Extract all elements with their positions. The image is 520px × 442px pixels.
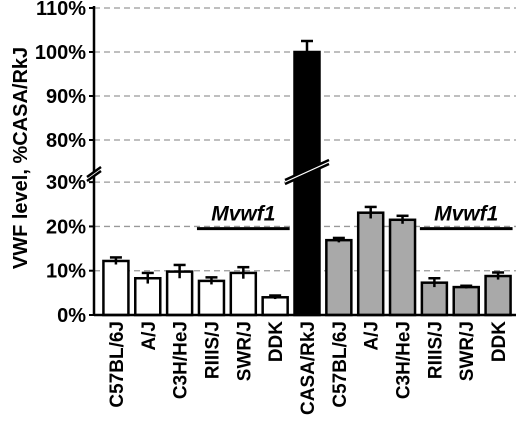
y-axis-label: VWF level, %CASA/RkJ (10, 47, 32, 269)
bar (229, 271, 258, 317)
x-tick-label: CASA/RkJ (298, 321, 319, 415)
x-tick-label: DDK (489, 321, 510, 362)
y-tick-label: 110% (36, 0, 86, 20)
bar (134, 276, 162, 317)
y-tick-label: 20% (46, 216, 86, 238)
y-tick-label: 30% (46, 172, 86, 194)
x-tick-label: RIIIS/J (202, 321, 223, 379)
x-tick-label: DDK (266, 321, 287, 362)
y-tick-label: 100% (35, 42, 86, 64)
bar (388, 218, 417, 317)
x-tick-label: A/J (139, 321, 160, 351)
bar (293, 50, 321, 317)
bar-break-line (284, 158, 330, 182)
bar (197, 279, 226, 317)
x-tick-label: C3H/HeJ (171, 321, 192, 399)
annotations: Mvwf1 Mvwf1 (196, 203, 513, 231)
y-tick-label: 0% (57, 305, 86, 327)
y-tick-label: 90% (46, 86, 86, 108)
y-tick-label: 80% (46, 130, 86, 152)
bar (325, 238, 353, 317)
x-tick-label: C3H/HeJ (394, 321, 415, 399)
x-tick-label: C57BL/6J (107, 321, 128, 408)
x-tick-label: SWR/J (234, 321, 255, 381)
error-bars (109, 39, 505, 300)
bar (261, 296, 289, 317)
axis-break-mark (86, 169, 102, 183)
x-tick-label: RIIIS/J (425, 321, 446, 379)
x-tick-label: SWR/J (457, 321, 478, 381)
annotation-label: Mvwf1 (434, 203, 498, 226)
x-tick-labels: C57BL/6J A/J C3H/HeJ RIIIS/J SWR/J DDK CASA/Rk… (107, 321, 510, 415)
bar (452, 285, 480, 317)
axes (86, 6, 516, 317)
annotation-label: Mvwf1 (211, 203, 275, 226)
bars (102, 50, 512, 317)
bar-break-line (284, 162, 330, 186)
y-tick-labels: 0% 10% 20% 30% 80% 90% 100% 110% (35, 0, 86, 327)
bar (420, 281, 449, 317)
x-tick-label: C57BL/6J (330, 321, 351, 408)
bar (102, 259, 130, 317)
axis-break-mark (86, 165, 102, 179)
bar (484, 274, 512, 317)
y-tick-label: 10% (46, 261, 86, 283)
bar (356, 211, 385, 317)
x-tick-label: A/J (362, 321, 383, 351)
